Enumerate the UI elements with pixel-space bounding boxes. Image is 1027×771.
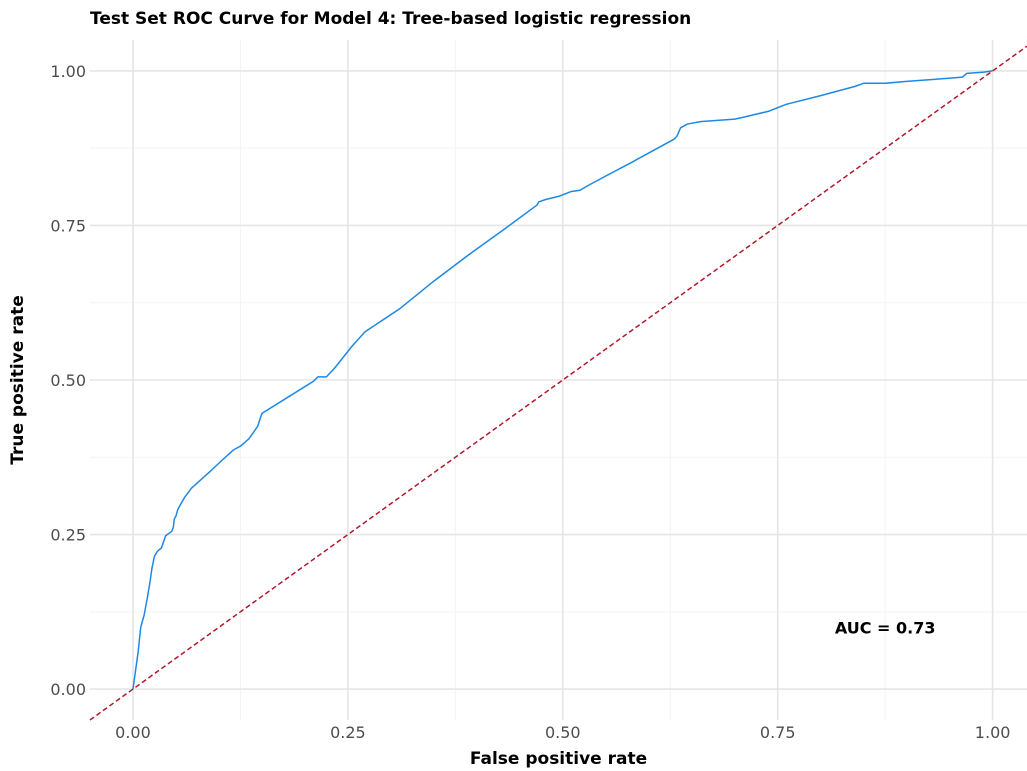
- roc-curve-line: [132, 70, 993, 690]
- x-tick-label: 0.25: [330, 723, 366, 742]
- x-axis-label: False positive rate: [469, 749, 648, 769]
- reference-diagonal-line: [89, 45, 1027, 721]
- auc-annotation: AUC = 0.73: [835, 618, 936, 637]
- y-tick-label: 0.00: [50, 680, 86, 699]
- x-tick-label: 0.75: [760, 723, 796, 742]
- y-tick-label: 0.25: [50, 526, 86, 545]
- y-tick-label: 0.50: [50, 371, 86, 390]
- annotation-layer: AUC = 0.73: [835, 618, 936, 637]
- x-tick-label: 1.00: [975, 723, 1011, 742]
- y-axis-label: True positive rate: [8, 295, 28, 465]
- ticks-layer: 0.00 0.25 0.50 0.75 1.00 0.00 0.25 0.50 0.75 1.00: [50, 62, 1010, 742]
- series-layer: [89, 45, 1027, 721]
- grid-major: [90, 40, 1027, 720]
- x-tick-label: 0.50: [545, 723, 581, 742]
- x-tick-label: 0.00: [115, 723, 151, 742]
- y-tick-label: 0.75: [50, 216, 86, 235]
- y-tick-label: 1.00: [50, 62, 86, 81]
- chart-title: Test Set ROC Curve for Model 4: Tree-bas…: [90, 9, 692, 29]
